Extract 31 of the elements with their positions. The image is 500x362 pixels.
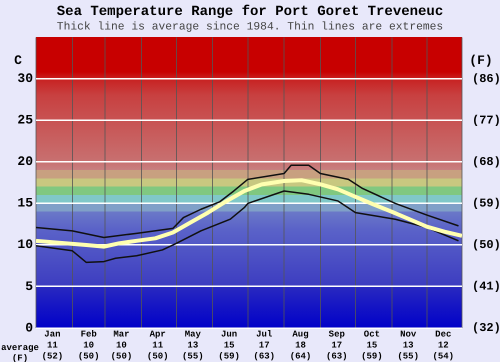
y2-tick-label: (32) <box>472 321 500 336</box>
x-tick-label: Sep 17 (63) <box>326 330 348 362</box>
x-tick-label: Aug 18 (64) <box>290 330 312 362</box>
y2-tick-label: (86) <box>472 72 500 86</box>
x-tick-label: Mar 10 (50) <box>110 330 132 362</box>
x-tick-label: Dec 12 (54) <box>432 330 454 362</box>
x-tick-label: Oct 15 (59) <box>361 330 383 362</box>
x-tick-label: May 13 (55) <box>182 330 204 362</box>
y-tick-label: 25 <box>17 112 34 128</box>
y-tick-label: 10 <box>17 237 34 252</box>
text: average (F) <box>1 342 39 362</box>
y-tick-label: 20 <box>17 154 34 170</box>
x-tick-label: Apr 11 (50) <box>146 330 169 362</box>
chart-subtitle: Thick line is average since 1984. Thin lines are extremes <box>56 20 444 34</box>
y2-tick-label: (59) <box>472 196 500 210</box>
x-tick-label: Jan 11 (52) <box>42 330 64 362</box>
y-tick-label: 15 <box>17 196 34 211</box>
chart-title: Sea Temperature Range for Port Goret Treveneuc <box>56 4 444 20</box>
y-tick-label: 30 <box>17 71 34 86</box>
y2-tick-label: (50) <box>472 238 500 252</box>
y2-tick-label: (68) <box>472 154 500 169</box>
y-tick-label: 5 <box>25 278 34 294</box>
y-tick-label: 0 <box>25 320 34 336</box>
x-tick-label: Jul 17 (63) <box>253 330 276 362</box>
y2-tick-label: (77) <box>472 113 500 128</box>
x-tick-label: Feb 10 (50) <box>78 330 100 362</box>
x-tick-label: Nov 13 (55) <box>397 330 419 362</box>
y2-axis-title: (F) <box>469 53 493 68</box>
y2-tick-label: (41) <box>472 279 500 294</box>
x-tick-label: Jun 15 (59) <box>218 330 240 362</box>
y-axis-title: C <box>14 53 22 68</box>
